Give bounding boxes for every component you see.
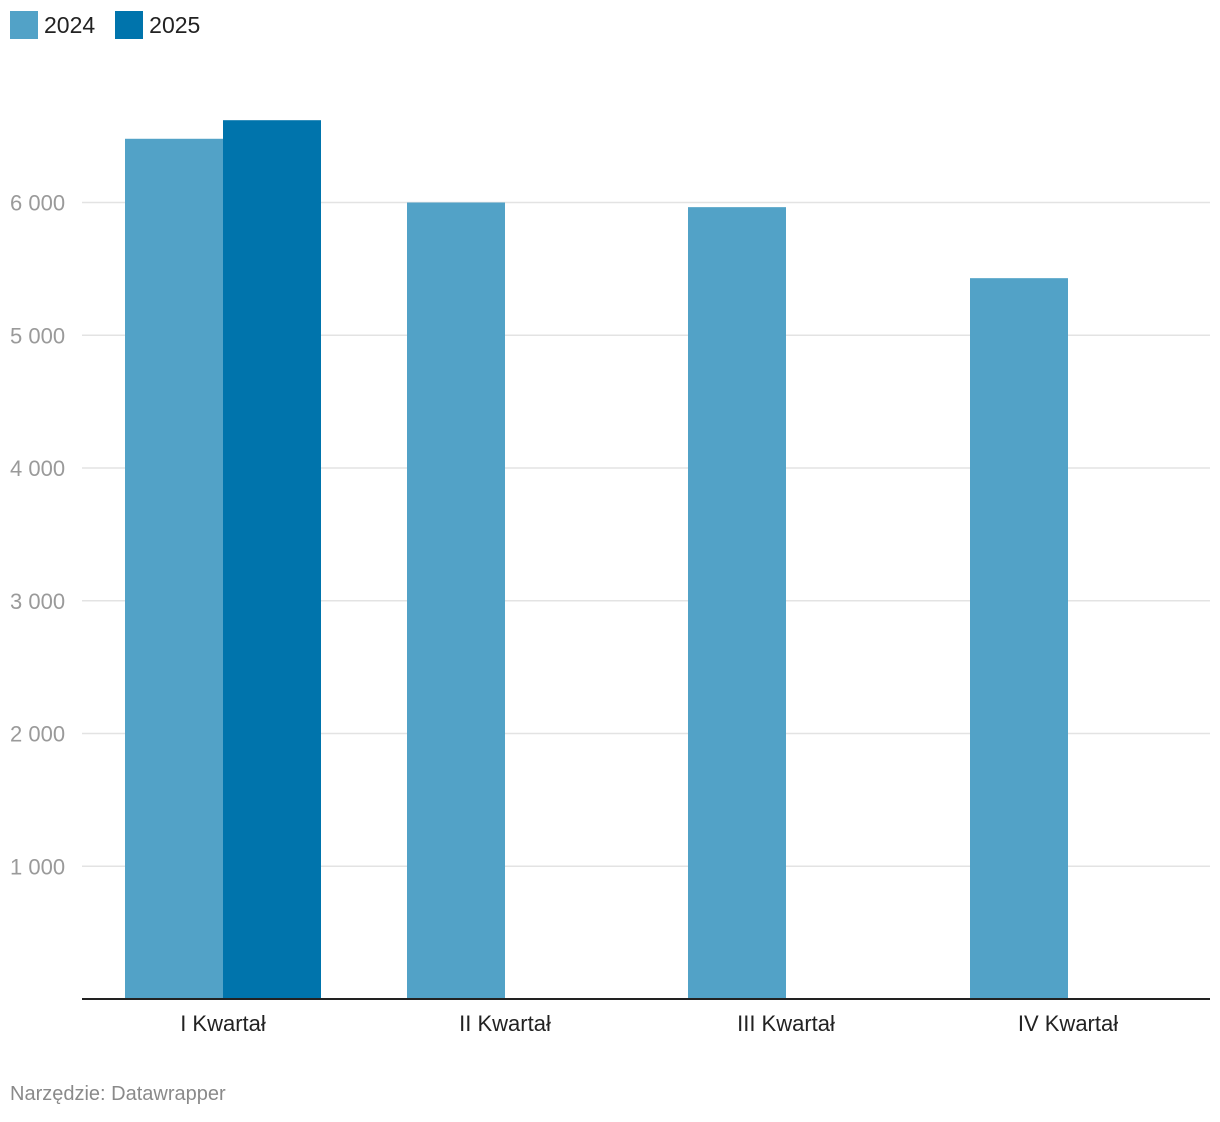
legend-item-2024: 2024 [10, 11, 95, 39]
legend-label-2025: 2025 [149, 12, 201, 38]
y-tick-label: 3 000 [10, 589, 65, 614]
axes: 1 000 2 000 3 000 4 000 5 000 6 000 I Kwartał I… [10, 191, 1210, 1036]
bar-2024-1 [125, 138, 223, 999]
bars [125, 120, 1068, 1000]
bar-2025-1 [223, 120, 321, 999]
legend-swatch-2025 [115, 11, 144, 39]
bar-2024-4 [970, 278, 1068, 1000]
x-tick-label: IV Kwartał [1018, 1011, 1118, 1036]
y-tick-label: 6 000 [10, 191, 65, 216]
legend-swatch-2024 [10, 11, 38, 39]
y-tick-label: 5 000 [10, 323, 65, 348]
y-tick-label: 2 000 [10, 722, 65, 747]
bar-chart: 1 000 2 000 3 000 4 000 5 000 6 000 I Kwartał I… [10, 120, 1210, 1036]
y-tick-label: 1 000 [10, 854, 65, 879]
bar-2024-2 [407, 202, 505, 999]
x-tick-label: I Kwartał [180, 1011, 266, 1036]
source-note: Narzędzie: Datawrapper [10, 1083, 226, 1105]
chart-legend: 2024 2025 [10, 11, 220, 39]
x-tick-label: III Kwartał [737, 1011, 835, 1036]
x-tick-label: II Kwartał [459, 1011, 551, 1036]
bar-2024-3 [688, 207, 786, 1000]
legend-item-2025: 2025 [115, 11, 200, 39]
legend-label-2024: 2024 [44, 12, 96, 38]
y-tick-label: 4 000 [10, 456, 65, 481]
